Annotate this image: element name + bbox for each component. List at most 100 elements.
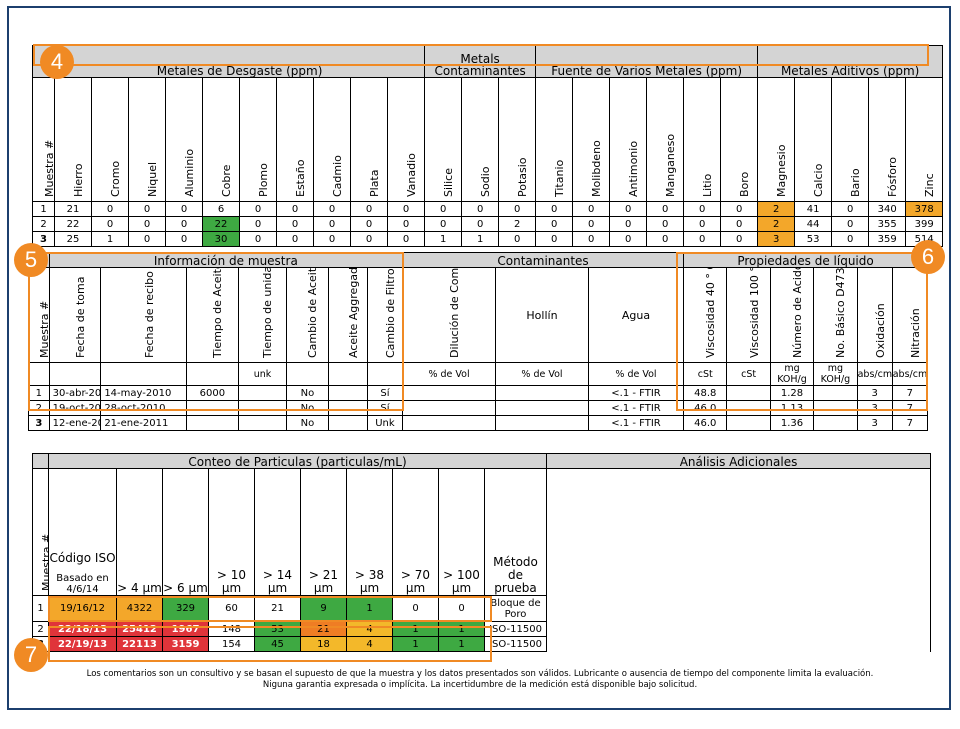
metal-value: 0 — [386, 231, 426, 247]
metal-value: 0 — [609, 231, 648, 247]
metal-value: 0 — [831, 216, 870, 232]
metal-value: 0 — [498, 201, 537, 217]
info-col-header: Fecha de recibo — [100, 267, 188, 363]
metal-value: 0 — [535, 231, 574, 247]
metals-col-header: Cadmio — [313, 77, 351, 202]
particle-count-value: 1 — [438, 636, 485, 652]
section-badge-4: 4 — [40, 45, 74, 79]
unit-label — [100, 362, 188, 386]
metals-sample-col-header-label: Muestra # — [42, 139, 55, 197]
metal-value: 0 — [165, 231, 203, 247]
metals-col-header-label: Potasio — [516, 157, 530, 197]
metals-col-header-label: Magnesio — [775, 144, 789, 197]
info-value: 46.0 — [683, 400, 728, 416]
metal-value: 0 — [646, 201, 685, 217]
info-value: 28-oct-2010 — [100, 400, 188, 416]
footer-line-2: Niguna garantia expresada o implícita. L… — [262, 680, 698, 690]
info-col-header-label: Tiempo de Aceite — [211, 267, 225, 359]
particle-count-value: 0 — [438, 595, 485, 622]
metals-group-row: Metales de Desgaste (ppm) Metals Contamin… — [32, 45, 944, 78]
metal-value: 41 — [794, 201, 833, 217]
metals-col-header: Antimonio — [609, 77, 648, 202]
particle-count-value: 18 — [300, 636, 347, 652]
method-value: ISO-11500 — [483, 621, 548, 637]
info-value — [495, 400, 589, 416]
metal-value: 0 — [572, 201, 611, 217]
info-group-row: Información de muestra Contaminantes Propi… — [28, 252, 928, 268]
metal-value: 21 — [54, 201, 92, 217]
unit-label — [327, 362, 368, 386]
info-col-header: Dilución de Combustib le — [402, 267, 496, 363]
info-col-header-label: Fecha de recibo — [142, 271, 156, 358]
metals-col-header-label: Fósforo — [886, 156, 900, 197]
metal-value: 53 — [794, 231, 833, 247]
sample-number: 2 — [28, 400, 50, 416]
particle-count-value: 0 — [392, 595, 439, 622]
metal-value: 0 — [683, 231, 722, 247]
info-value — [327, 385, 368, 401]
particle-size-header: > 6 µm — [162, 468, 209, 596]
extra-analysis-body — [546, 468, 932, 652]
particle-size-header: > 21 µm — [300, 468, 347, 596]
metals-col-header: Vanadio — [386, 77, 426, 202]
units-empty — [28, 362, 50, 386]
metals-col-header-label: Aluminio — [183, 148, 196, 197]
info-value: 1.28 — [769, 385, 815, 401]
iso-code-value: 19/16/12 — [48, 595, 117, 622]
metal-value: 0 — [609, 216, 648, 232]
metal-value: 378 — [905, 201, 944, 217]
info-value: 7 — [891, 415, 929, 431]
particle-count-value: 1 — [438, 621, 485, 637]
unit-label: % de Vol — [402, 362, 496, 386]
metals-col-header: Litio — [683, 77, 722, 202]
info-col-header-label: Número de Acido — [791, 267, 804, 359]
particle-count-value: 1 — [392, 636, 439, 652]
info-value — [813, 385, 858, 401]
metal-value: 0 — [683, 216, 722, 232]
metal-value: 0 — [424, 216, 463, 232]
metals-col-header-label: Litio — [701, 173, 715, 197]
metals-col-header: Estaño — [276, 77, 314, 202]
metal-value: 0 — [535, 216, 574, 232]
info-col-header-label: Cambio de Aceite — [306, 267, 320, 359]
info-value: 21-ene-2011 — [100, 415, 188, 431]
particle-sample-col-header-label: Muestra # — [39, 534, 49, 591]
info-value: 14-may-2010 — [100, 385, 188, 401]
info-col-header-label: Viscosidad 100 ° C — [747, 267, 761, 359]
unit-label: cSt — [683, 362, 728, 386]
unit-label — [48, 362, 102, 386]
info-col-header-label: Tiempo de unidad — [261, 267, 275, 359]
info-value: 3 — [856, 415, 893, 431]
unit-label: mg KOH/g — [769, 362, 815, 386]
metals-col-header-label: Estaño — [294, 159, 307, 197]
info-value: No — [286, 385, 329, 401]
unit-label: % de Vol — [587, 362, 685, 386]
unit-label: mg KOH/g — [813, 362, 858, 386]
metal-value: 0 — [91, 216, 129, 232]
info-col-header-label: Nitración — [908, 308, 922, 358]
info-value: 7 — [891, 385, 929, 401]
metal-value: 22 — [202, 216, 240, 232]
metal-value: 359 — [868, 231, 907, 247]
method-header: Método de prueba — [483, 468, 548, 596]
metals-col-header: Cobre — [202, 77, 240, 202]
info-value: 48.8 — [683, 385, 728, 401]
info-col-header: Agua — [587, 267, 685, 363]
metal-value: 0 — [720, 231, 759, 247]
particle-count-value: 1 — [346, 595, 393, 622]
particle-count-value: 9 — [300, 595, 347, 622]
particle-count-value: 4322 — [116, 595, 163, 622]
metals-col-header-label: Plomo — [257, 163, 270, 197]
metal-value: 1 — [424, 231, 463, 247]
table-row: 2 22 0 0 0 22 0 0 0 0 0 0 0 2 0 0 0 0 0 0 2 44 0 355 399 — [32, 216, 944, 232]
info-value — [237, 415, 288, 431]
info-col-header: Viscosidad 100 ° C — [726, 267, 771, 363]
metals-col-header-label: Cadmio — [331, 155, 344, 197]
info-value: 3 — [856, 385, 893, 401]
sample-number: 3 — [28, 415, 50, 431]
info-col-header: Cambio de Aceite — [286, 267, 329, 363]
metal-value: 0 — [313, 216, 351, 232]
info-col-header: Nitración — [891, 267, 929, 363]
info-col-header: Fecha de toma — [48, 267, 102, 363]
